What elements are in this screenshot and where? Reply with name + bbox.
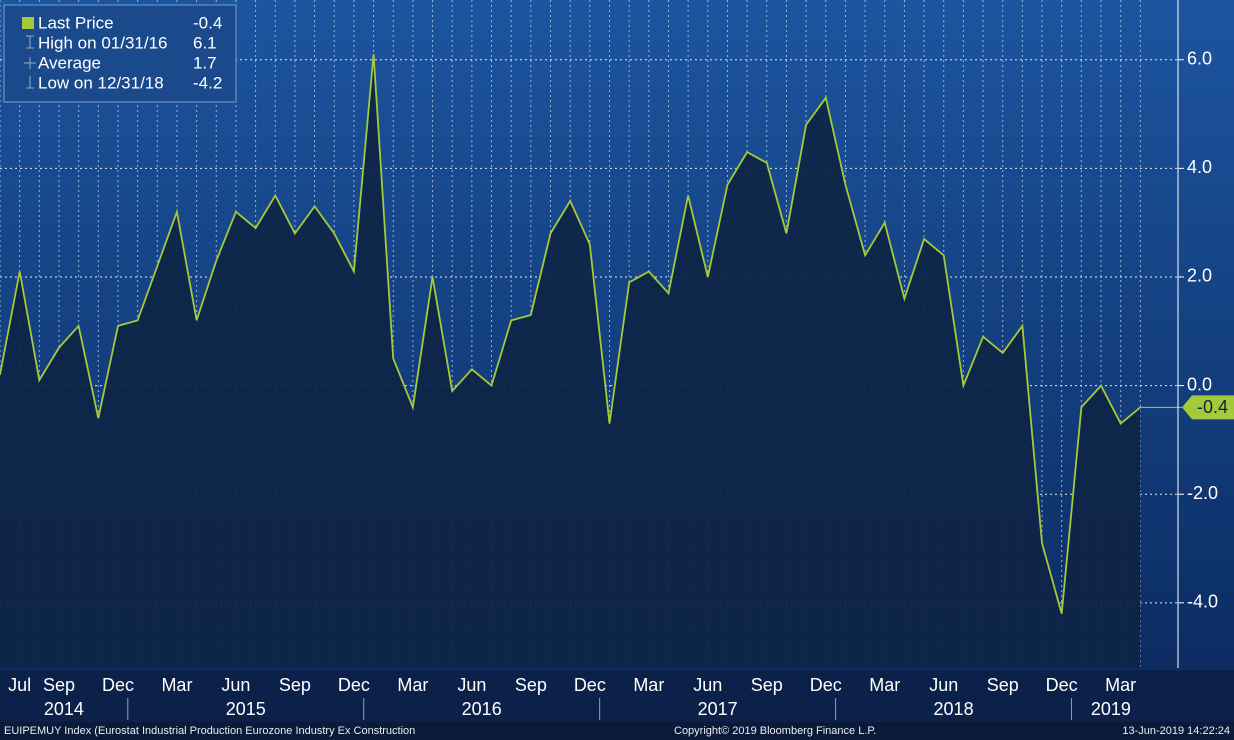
x-tick-label: Mar <box>397 675 428 695</box>
x-tick-label: Jun <box>929 675 958 695</box>
x-tick-label: Mar <box>1105 675 1136 695</box>
legend-value: -0.4 <box>193 13 222 32</box>
y-tick-label: -2.0 <box>1187 483 1218 503</box>
x-tick-label: Jun <box>457 675 486 695</box>
footer-index: EUIPEMUY Index (Eurostat Industrial Prod… <box>4 725 415 737</box>
y-tick-label: 0.0 <box>1187 374 1212 394</box>
area <box>0 54 1141 669</box>
legend-box <box>3 4 237 103</box>
x-tick-label: Jul <box>8 675 31 695</box>
footer-band <box>0 722 1234 740</box>
footer-copyright: Copyright© 2019 Bloomberg Finance L.P. <box>674 725 876 737</box>
x-year-label: 2018 <box>934 699 974 719</box>
footer-timestamp: 13-Jun-2019 14:22:24 <box>1122 725 1230 737</box>
x-tick-label: Sep <box>43 675 75 695</box>
legend-label: Last Price <box>38 13 114 32</box>
x-tick-label: Dec <box>338 675 370 695</box>
x-tick-label: Mar <box>633 675 664 695</box>
x-tick-label: Dec <box>1046 675 1078 695</box>
last-price-tag <box>1182 395 1234 420</box>
last-price-label: -0.4 <box>1197 397 1228 417</box>
legend-value: 1.7 <box>193 53 217 72</box>
y-tick-label: 2.0 <box>1187 266 1212 286</box>
axis-band <box>0 670 1234 722</box>
legend-glyph <box>26 35 34 49</box>
x-tick-label: Sep <box>751 675 783 695</box>
x-tick-label: Sep <box>279 675 311 695</box>
line <box>0 54 1141 614</box>
x-year-label: 2015 <box>226 699 266 719</box>
x-tick-label: Jun <box>221 675 250 695</box>
x-year-label: 2016 <box>462 699 502 719</box>
x-tick-label: Mar <box>161 675 192 695</box>
legend-swatch <box>22 17 34 29</box>
x-year-label: 2017 <box>698 699 738 719</box>
y-tick-label: 6.0 <box>1187 48 1212 68</box>
legend: Last Price -0.4 High on 01/31/16 6.1 Ave… <box>3 4 237 103</box>
legend-value: -4.2 <box>193 73 222 92</box>
legend-value: 6.1 <box>193 33 217 52</box>
legend-label: Average <box>38 53 101 72</box>
x-tick-label: Sep <box>987 675 1019 695</box>
x-tick-label: Dec <box>102 675 134 695</box>
y-tick-label: -4.0 <box>1187 592 1218 612</box>
x-year-label: 2014 <box>44 699 84 719</box>
axes: 6.0 4.0 2.0 0.0 -2.0 -4.0 Jul Sep Dec Mar Jun Sep De… <box>8 48 1218 720</box>
x-tick-label: Dec <box>574 675 606 695</box>
marks: -0.4 <box>0 54 1234 669</box>
legend-label: Low on 12/31/18 <box>38 73 164 92</box>
x-tick-label: Dec <box>810 675 842 695</box>
x-tick-label: Jun <box>693 675 722 695</box>
legend-glyph <box>26 76 34 89</box>
x-tick-label: Mar <box>869 675 900 695</box>
x-tick-label: Sep <box>515 675 547 695</box>
x-year-label: 2019 <box>1091 699 1131 719</box>
legend-glyph <box>24 57 36 69</box>
y-tick-label: 4.0 <box>1187 157 1212 177</box>
legend-label: High on 01/31/16 <box>38 33 168 52</box>
